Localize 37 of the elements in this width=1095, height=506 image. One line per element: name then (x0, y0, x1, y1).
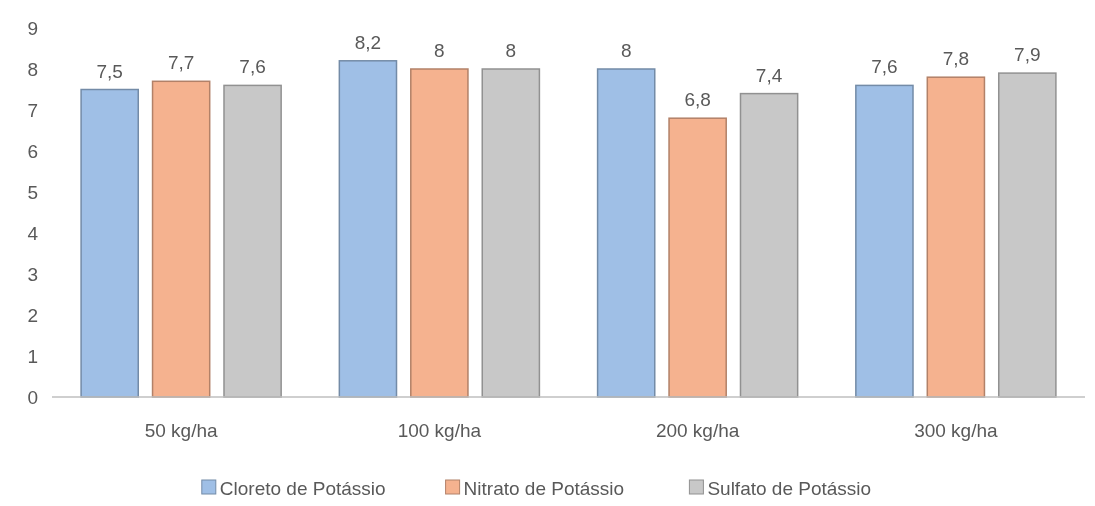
y-tick-label: 8 (27, 58, 38, 80)
bar (80, 88, 140, 398)
bar (668, 117, 727, 398)
x-tick-label: 100 kg/ha (397, 420, 482, 441)
data-label: 8,2 (354, 31, 382, 53)
data-label: 7,6 (239, 56, 266, 78)
data-label: 7,9 (1014, 44, 1041, 66)
legend-label: Sulfato de Potássio (707, 477, 872, 499)
data-label: 7,7 (167, 52, 195, 74)
y-tick-label: 1 (27, 345, 38, 367)
data-label: 8 (434, 40, 445, 61)
bar (596, 68, 656, 398)
bar (338, 60, 398, 398)
x-tick-label: 50 kg/ha (144, 420, 218, 441)
legend-label: Cloreto de Potássio (219, 477, 386, 499)
y-tick-label: 2 (27, 304, 38, 326)
data-label: 7,5 (96, 60, 123, 82)
data-label: 7,4 (755, 64, 783, 86)
y-tick-label: 9 (27, 17, 38, 39)
data-label: 6,8 (684, 89, 711, 111)
data-label: 8 (505, 40, 517, 61)
bar (410, 68, 469, 398)
y-tick-label: 4 (27, 222, 39, 244)
y-tick-label: 7 (27, 99, 38, 121)
y-tick-label: 6 (27, 140, 38, 162)
data-label: 8 (620, 40, 632, 61)
legend-label: Nitrato de Potássio (463, 477, 625, 499)
y-tick-label: 3 (27, 263, 38, 285)
x-tick-label: 200 kg/ha (655, 420, 740, 441)
bar (926, 76, 986, 398)
y-tick-label: 0 (27, 386, 38, 408)
data-label: 7,8 (942, 48, 970, 70)
data-label: 7,6 (871, 56, 898, 78)
y-tick-label: 5 (27, 181, 38, 203)
x-tick-label: 300 kg/ha (914, 420, 999, 441)
bar (151, 80, 211, 398)
bar (855, 84, 914, 398)
